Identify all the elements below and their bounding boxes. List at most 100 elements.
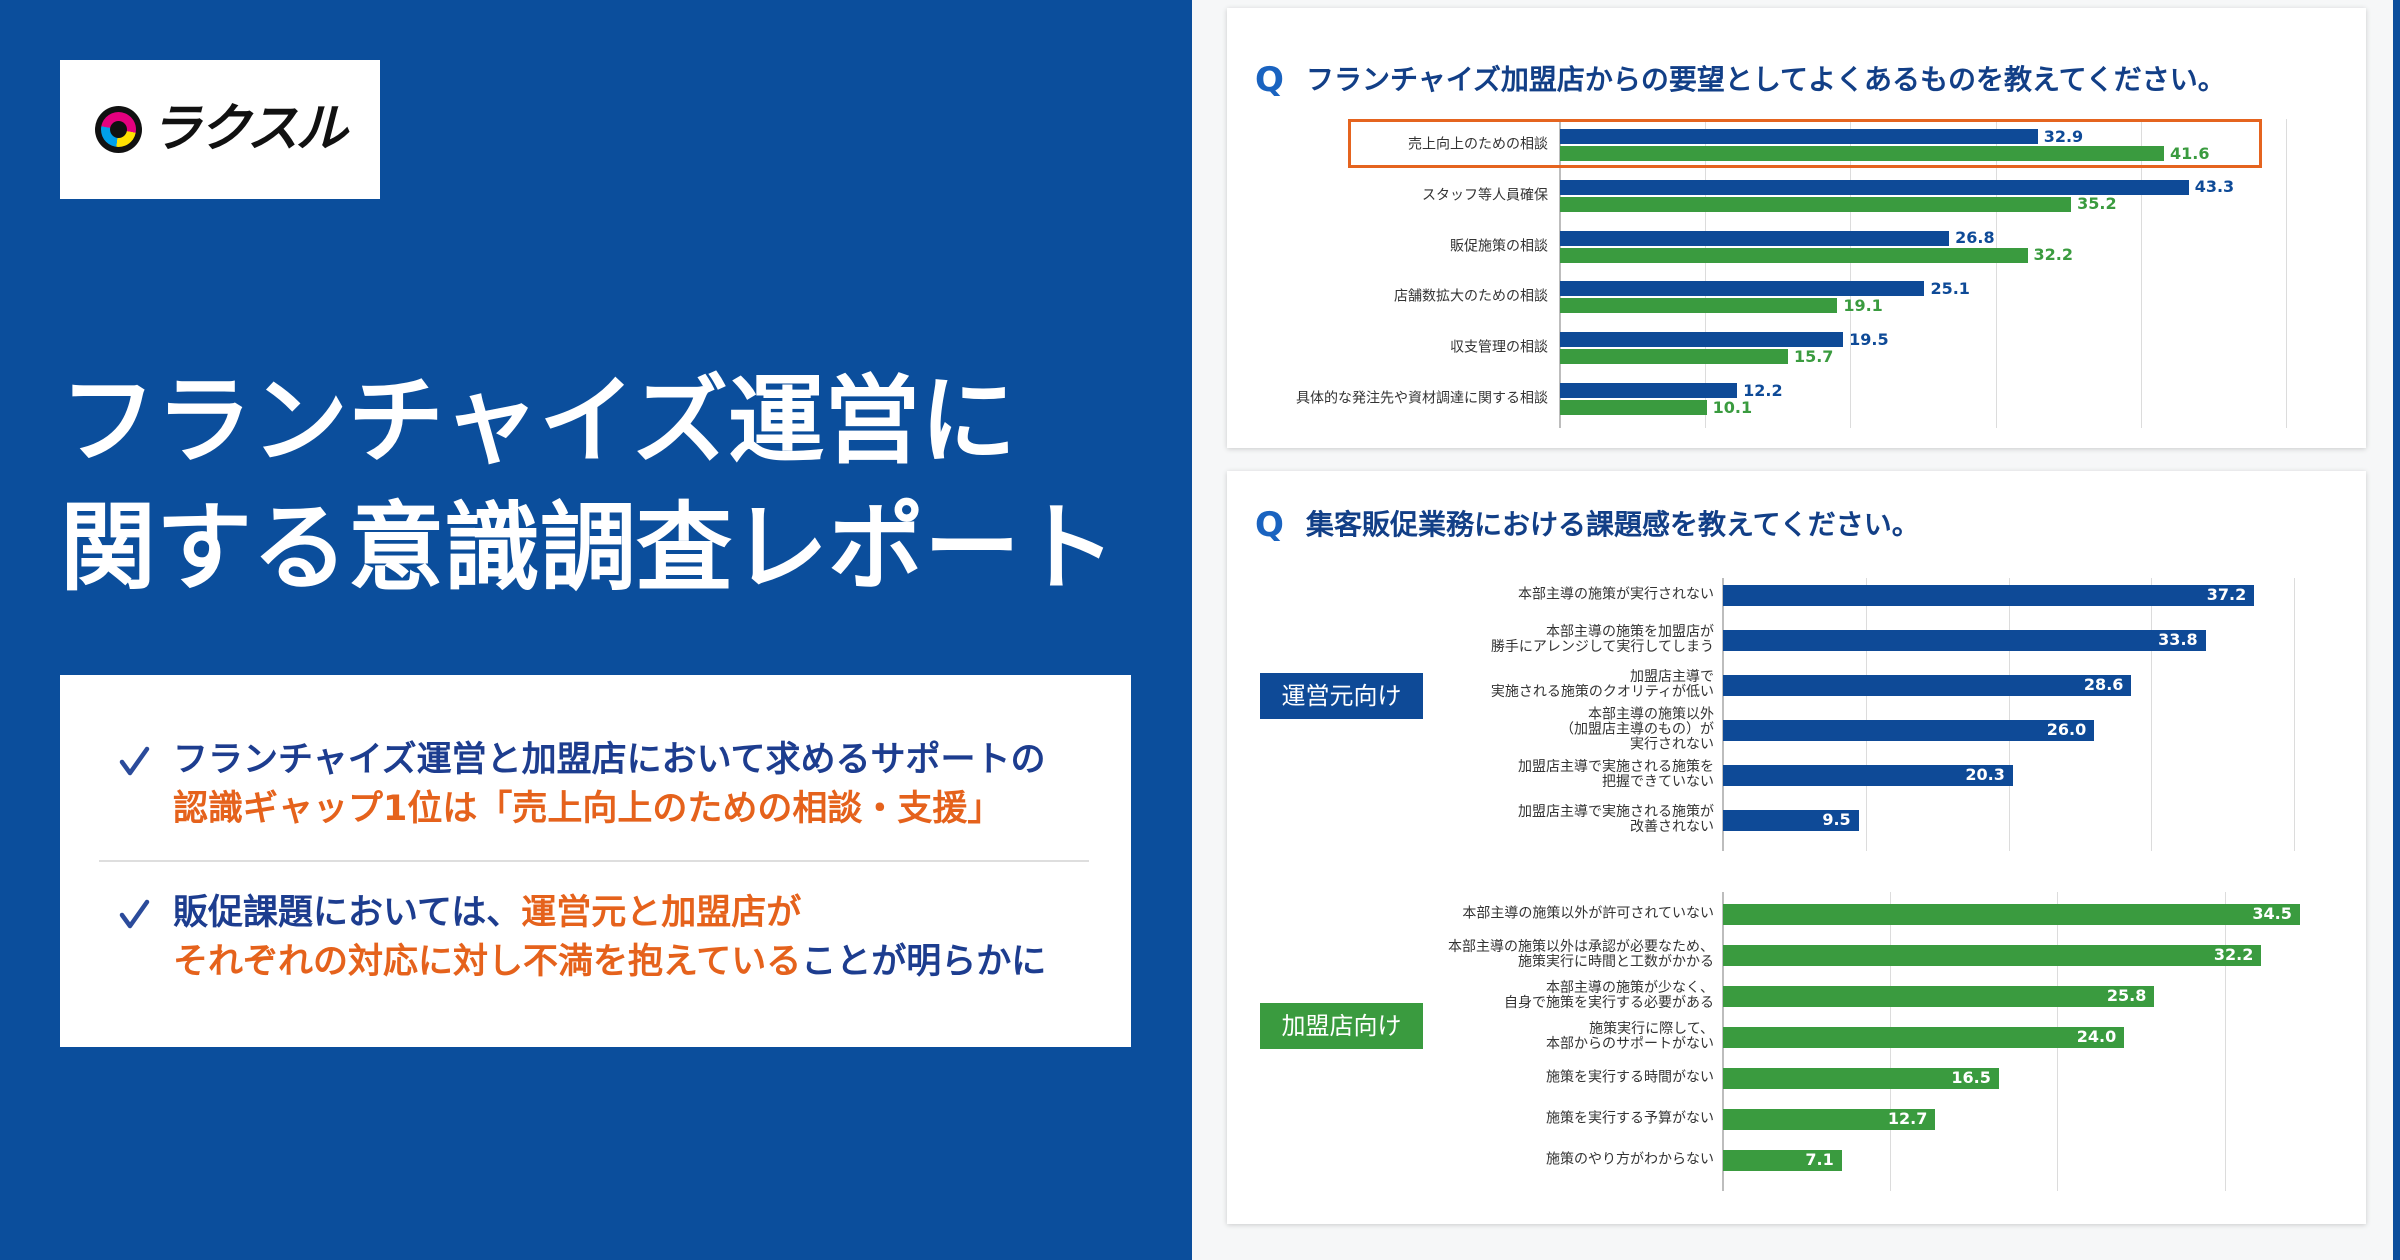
value-label: 12.7 — [1887, 1109, 1928, 1128]
check-icon — [118, 897, 150, 931]
gridline — [2224, 892, 2226, 1191]
category-label: 本部主導の施策が少なく、 自身で施策を実行する必要がある — [1504, 980, 1714, 1011]
bar: 26.0 — [1723, 719, 2095, 741]
bar: 10.1 — [1560, 398, 1752, 416]
category-label: 加盟店主導で実施される施策が 改善されない — [1518, 804, 1714, 835]
summary-line: 認識ギャップ1位は「売上向上のための相談・支援」 — [173, 785, 1046, 834]
bar: 7.1 — [1723, 1149, 1842, 1171]
value-label: 26.8 — [1955, 228, 1995, 248]
bar: 12.7 — [1723, 1108, 1936, 1130]
value-label: 16.5 — [1951, 1068, 1991, 1087]
gridline — [2140, 119, 2142, 428]
summary-segment-highlight: 運営元と加盟店が — [521, 893, 802, 933]
category-label: 加盟店主導で 実施される施策のクオリティが低い — [1490, 669, 1714, 700]
question-marker: Q — [1255, 60, 1284, 100]
bar: 41.6 — [1560, 144, 2210, 162]
value-label: 25.8 — [2106, 986, 2147, 1005]
category-label: 本部主導の施策が実行されない — [1518, 586, 1714, 603]
summary-text: フランチャイズ運営と加盟店において求めるサポートの 認識ギャップ1位は「売上向上… — [173, 736, 1046, 834]
survey-panel: Q フランチャイズ加盟店からの要望としてよくあるものを教えてください。 売上向上… — [1192, 0, 2393, 1260]
category-label: 販促施策の相談 — [1450, 238, 1548, 255]
summary-text: 販促課題においては、運営元と加盟店が それぞれの対応に対し不満を抱えていることが… — [173, 889, 1046, 987]
bar: 34.5 — [1723, 903, 2300, 925]
category-label: 収支管理の相談 — [1450, 339, 1548, 356]
chart-franchisee-issues: 本部主導の施策以外が許可されていない 34.5 本部主導の施策以外は承認が必要なため… — [1227, 471, 2366, 1224]
value-label: 41.6 — [2170, 143, 2210, 163]
chart-requests: 売上向上のための相談 32.9 41.6 スタッフ等人員確保 43.3 35.2 販促施策の… — [1227, 8, 2366, 448]
bar: 19.5 — [1560, 330, 1889, 348]
category-label: 施策を実行する時間がない — [1546, 1069, 1714, 1086]
value-label: 12.2 — [1743, 380, 1783, 400]
bar: 16.5 — [1723, 1067, 1999, 1089]
bar: 35.2 — [1560, 195, 2117, 213]
summary-segment-highlight: それぞれの対応に対し不満を抱えている — [173, 942, 802, 982]
bar: 25.8 — [1723, 985, 2155, 1007]
question-marker: Q — [1255, 505, 1284, 545]
category-label: 本部主導の施策以外は承認が必要なため、 施策実行に時間と工数がかかる — [1448, 939, 1714, 970]
value-label: 19.5 — [1849, 329, 1889, 349]
gridline — [2008, 578, 2010, 851]
category-label: 本部主導の施策以外が許可されていない — [1462, 905, 1714, 922]
bar: 12.2 — [1560, 381, 1783, 399]
category-label: スタッフ等人員確保 — [1422, 187, 1548, 204]
gridline — [2286, 119, 2287, 428]
value-label: 26.0 — [2046, 720, 2087, 739]
value-label: 32.9 — [2043, 126, 2084, 146]
value-label: 32.2 — [2213, 945, 2254, 964]
value-label: 15.7 — [1793, 346, 1834, 366]
bar: 37.2 — [1723, 584, 2255, 606]
question-card-promotion-issues: Q 集客販促業務における課題感を教えてください。 運営元向け 本部主導の施策が実… — [1227, 471, 2366, 1224]
y-axis-line — [1559, 119, 1561, 428]
bar: 9.5 — [1723, 809, 1859, 831]
value-label: 10.1 — [1712, 397, 1753, 417]
gridline — [2294, 578, 2296, 851]
chart-operator-issues: 本部主導の施策が実行されない 37.2 本部主導の施策を加盟店が 勝手にアレンジして… — [1227, 471, 2366, 1224]
bar: 43.3 — [1560, 178, 2234, 196]
gridline — [1705, 119, 1707, 428]
category-label: 店舗数拡大のための相談 — [1394, 288, 1548, 305]
question-text: フランチャイズ加盟店からの要望としてよくあるものを教えてください。 — [1306, 63, 2226, 96]
summary-point-1: フランチャイズ運営と加盟店において求めるサポートの 認識ギャップ1位は「売上向上… — [60, 736, 1131, 834]
value-label: 20.3 — [1965, 765, 2005, 784]
value-label: 32.2 — [2033, 245, 2074, 265]
value-label: 43.3 — [2194, 177, 2235, 197]
summary-segment: ことが明らかに — [801, 942, 1047, 982]
logo-box: ラクスル — [60, 60, 380, 199]
category-label: 施策のやり方がわからない — [1546, 1151, 1714, 1168]
page-title: フランチャイズ運営に 関する意識調査レポート — [60, 358, 1116, 612]
value-label: 19.1 — [1843, 295, 1883, 315]
value-label: 28.6 — [2083, 675, 2124, 694]
value-label: 33.8 — [2158, 630, 2198, 649]
bar: 19.1 — [1560, 296, 1883, 314]
summary-line: それぞれの対応に対し不満を抱えていることが明らかに — [173, 938, 1046, 987]
summary-box: フランチャイズ運営と加盟店において求めるサポートの 認識ギャップ1位は「売上向上… — [60, 675, 1131, 1047]
value-label: 25.1 — [1930, 278, 1970, 298]
title-line-1: フランチャイズ運営に — [60, 365, 1017, 477]
category-label: 本部主導の施策を加盟店が 勝手にアレンジして実行してしまう — [1490, 624, 1714, 655]
value-label: 24.0 — [2076, 1027, 2117, 1046]
rakusul-logo-icon — [95, 106, 142, 153]
question-text: 集客販促業務における課題感を教えてください。 — [1306, 508, 1920, 541]
bar: 28.6 — [1723, 674, 2132, 696]
gridline — [1865, 578, 1867, 851]
bar: 32.2 — [1723, 944, 2262, 966]
category-label: 売上向上のための相談 — [1408, 136, 1548, 153]
question-card-requests: Q フランチャイズ加盟店からの要望としてよくあるものを教えてください。 売上向上… — [1227, 8, 2366, 448]
bar: 15.7 — [1560, 347, 1833, 365]
value-label: 7.1 — [1805, 1150, 1834, 1169]
summary-segment: 販促課題においては、 — [173, 893, 522, 933]
value-label: 37.2 — [2206, 585, 2247, 604]
bar: 25.1 — [1560, 279, 1970, 297]
category-label: 加盟店主導で実施される施策を 把握できていない — [1518, 759, 1714, 790]
gridline — [1850, 119, 1852, 428]
gridline — [2151, 578, 2153, 851]
bar: 24.0 — [1723, 1026, 2125, 1048]
bar: 32.2 — [1560, 246, 2073, 264]
summary-segment-highlight: 認識ギャップ1位は「売上向上のための相談・支援」 — [173, 789, 1003, 829]
check-icon — [118, 744, 150, 778]
summary-line: 販促課題においては、運営元と加盟店が — [173, 889, 1046, 938]
value-label: 9.5 — [1822, 810, 1851, 829]
category-label: 施策を実行する予算がない — [1546, 1110, 1714, 1127]
category-label: 施策実行に際して、 本部からのサポートがない — [1546, 1021, 1714, 1052]
category-label: 本部主導の施策以外 （加盟店主導のもの）が 実行されない — [1560, 706, 1714, 753]
